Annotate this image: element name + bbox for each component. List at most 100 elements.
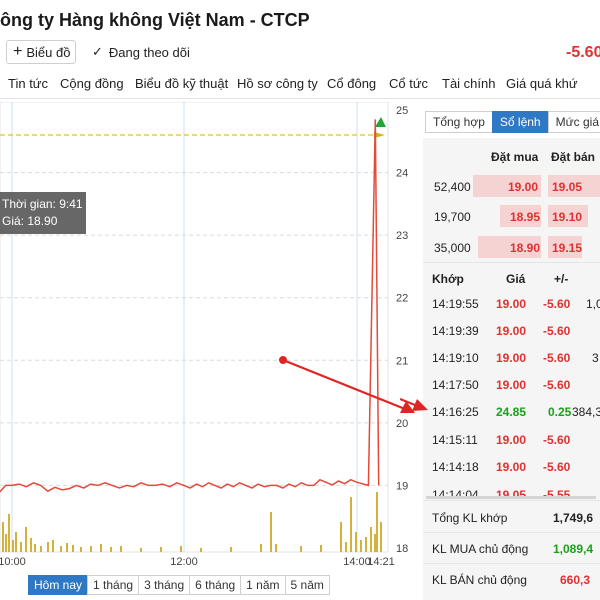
follow-label: Đang theo dõi — [108, 44, 190, 60]
nav-community[interactable]: Cộng đồng — [60, 76, 124, 91]
trade-change: -5.60 — [543, 378, 571, 392]
volume-bar — [340, 522, 342, 552]
nav-history[interactable]: Giá quá khứ — [506, 76, 578, 91]
add-chart-label: Biểu đồ — [26, 44, 71, 60]
ob-volume: 52,400 — [434, 180, 471, 194]
volume-bar — [60, 546, 62, 552]
trades-scrollbar[interactable] — [426, 496, 596, 499]
sell-header: Đặt bán — [551, 150, 596, 164]
volume-bar — [140, 548, 142, 552]
summary-sell-label: KL BÁN chủ động — [432, 573, 527, 587]
y-tick-label: 23 — [396, 230, 408, 242]
nav-shareholders[interactable]: Cổ đông — [327, 76, 377, 91]
volume-bar — [20, 542, 22, 552]
y-tick-label: 24 — [396, 168, 408, 180]
volume-bar — [120, 546, 122, 552]
volume-bar — [72, 545, 74, 552]
volume-bar — [300, 546, 302, 552]
volume-bar — [270, 512, 272, 552]
volume-bar — [100, 544, 102, 552]
volume-bar — [275, 544, 277, 552]
check-icon: ✓ — [92, 44, 103, 59]
nav-news[interactable]: Tin tức — [8, 76, 49, 91]
sell-depth-bar — [548, 205, 588, 227]
range-selector: Hôm nay 1 tháng 3 tháng 6 tháng 1 năm 5 … — [28, 575, 330, 595]
range-3m[interactable]: 3 tháng — [138, 575, 191, 595]
trade-price: 19.00 — [496, 324, 527, 338]
buy-header: Đặt mua — [491, 150, 539, 164]
volume-bar — [320, 545, 322, 552]
range-5y[interactable]: 5 năm — [284, 575, 330, 595]
y-tick-label: 21 — [396, 355, 408, 367]
ob-sell: 19.10 — [552, 210, 583, 224]
volume-bar — [66, 543, 68, 552]
volume-bar — [15, 532, 17, 552]
nav-finance[interactable]: Tài chính — [442, 76, 496, 91]
x-tick-label: 12:00 — [170, 556, 198, 568]
annotation-arrow-head — [400, 401, 415, 413]
sell-depth-bar — [548, 175, 600, 197]
trade-change: -5.60 — [543, 297, 571, 311]
volume-bar — [376, 492, 378, 552]
volume-bar — [90, 546, 92, 552]
range-1y[interactable]: 1 năm — [240, 575, 286, 595]
trade-price: 19.00 — [496, 378, 527, 392]
volume-bar — [2, 522, 4, 552]
tab-summary[interactable]: Tổng hợp — [425, 111, 493, 133]
y-tick-label: 25 — [396, 105, 408, 117]
x-tick-label: 14:00 — [343, 556, 371, 568]
summary-sell-value: 660,3 — [560, 573, 591, 587]
volume-bar — [370, 527, 372, 552]
y-tick-label: 18 — [396, 543, 408, 555]
ob-buy: 18.90 — [510, 241, 541, 255]
volume-bar — [34, 544, 36, 552]
volume-bar — [8, 514, 10, 552]
volume-bar — [30, 538, 32, 552]
chart-tooltip: Thời gian: 9:41 Giá: 18.90 — [0, 192, 86, 234]
ob-sell: 19.15 — [552, 241, 583, 255]
nav-bar: Tin tức Cộng đồng Biểu đồ kỹ thuật Hồ sơ… — [0, 70, 600, 99]
tooltip-time: Thời gian: 9:41 — [2, 197, 83, 211]
range-today[interactable]: Hôm nay — [28, 575, 89, 595]
volume-bar — [380, 522, 382, 552]
trade-price: 19.00 — [496, 351, 527, 365]
tab-orderbook[interactable]: Sổ lệnh — [491, 111, 549, 133]
volume-bar — [230, 547, 232, 552]
buy-depth-bar — [500, 205, 541, 227]
volume-bars — [2, 492, 382, 552]
trade-change: -5.55 — [543, 488, 571, 497]
trade-time: 14:17:50 — [432, 378, 479, 392]
volume-bar — [12, 540, 14, 552]
annotation-arrow-tip — [400, 397, 428, 411]
summary-buy-label: KL MUA chủ động — [432, 542, 529, 556]
plot-frame — [0, 102, 389, 553]
follow-button[interactable]: ✓ Đang theo dõi — [92, 44, 190, 60]
buy-depth-bar — [473, 175, 541, 197]
volume-bar — [110, 547, 112, 552]
trade-change: -5.60 — [543, 460, 571, 474]
volume-bar — [40, 546, 42, 552]
range-6m[interactable]: 6 tháng — [189, 575, 242, 595]
volume-bar — [5, 534, 7, 552]
up-marker — [375, 117, 386, 128]
trade-time: 14:19:10 — [432, 351, 479, 365]
nav-profile[interactable]: Hồ sơ công ty — [237, 76, 318, 91]
tooltip-price: Giá: 18.90 — [2, 214, 58, 228]
x-tick-label: 14:21 — [367, 556, 395, 568]
nav-dividends[interactable]: Cổ tức — [389, 76, 429, 91]
ob-buy: 18.95 — [510, 210, 541, 224]
right-tabs: Tổng hợp Sổ lệnh Mức giá — [425, 111, 600, 133]
volume-bar — [360, 540, 362, 552]
nav-tech-chart[interactable]: Biểu đồ kỹ thuật — [135, 76, 229, 91]
volume-bar — [160, 547, 162, 552]
price-line — [0, 119, 380, 493]
trade-price: 19.00 — [496, 460, 527, 474]
price-change: -5.60 — [566, 44, 600, 61]
tab-price-levels[interactable]: Mức giá — [547, 111, 600, 133]
add-chart-button[interactable]: + Biểu đồ — [6, 40, 76, 64]
y-tick-label: 20 — [396, 418, 408, 430]
volume-bar — [47, 542, 49, 552]
range-1m[interactable]: 1 tháng — [87, 575, 140, 595]
volume-bar — [374, 534, 376, 552]
